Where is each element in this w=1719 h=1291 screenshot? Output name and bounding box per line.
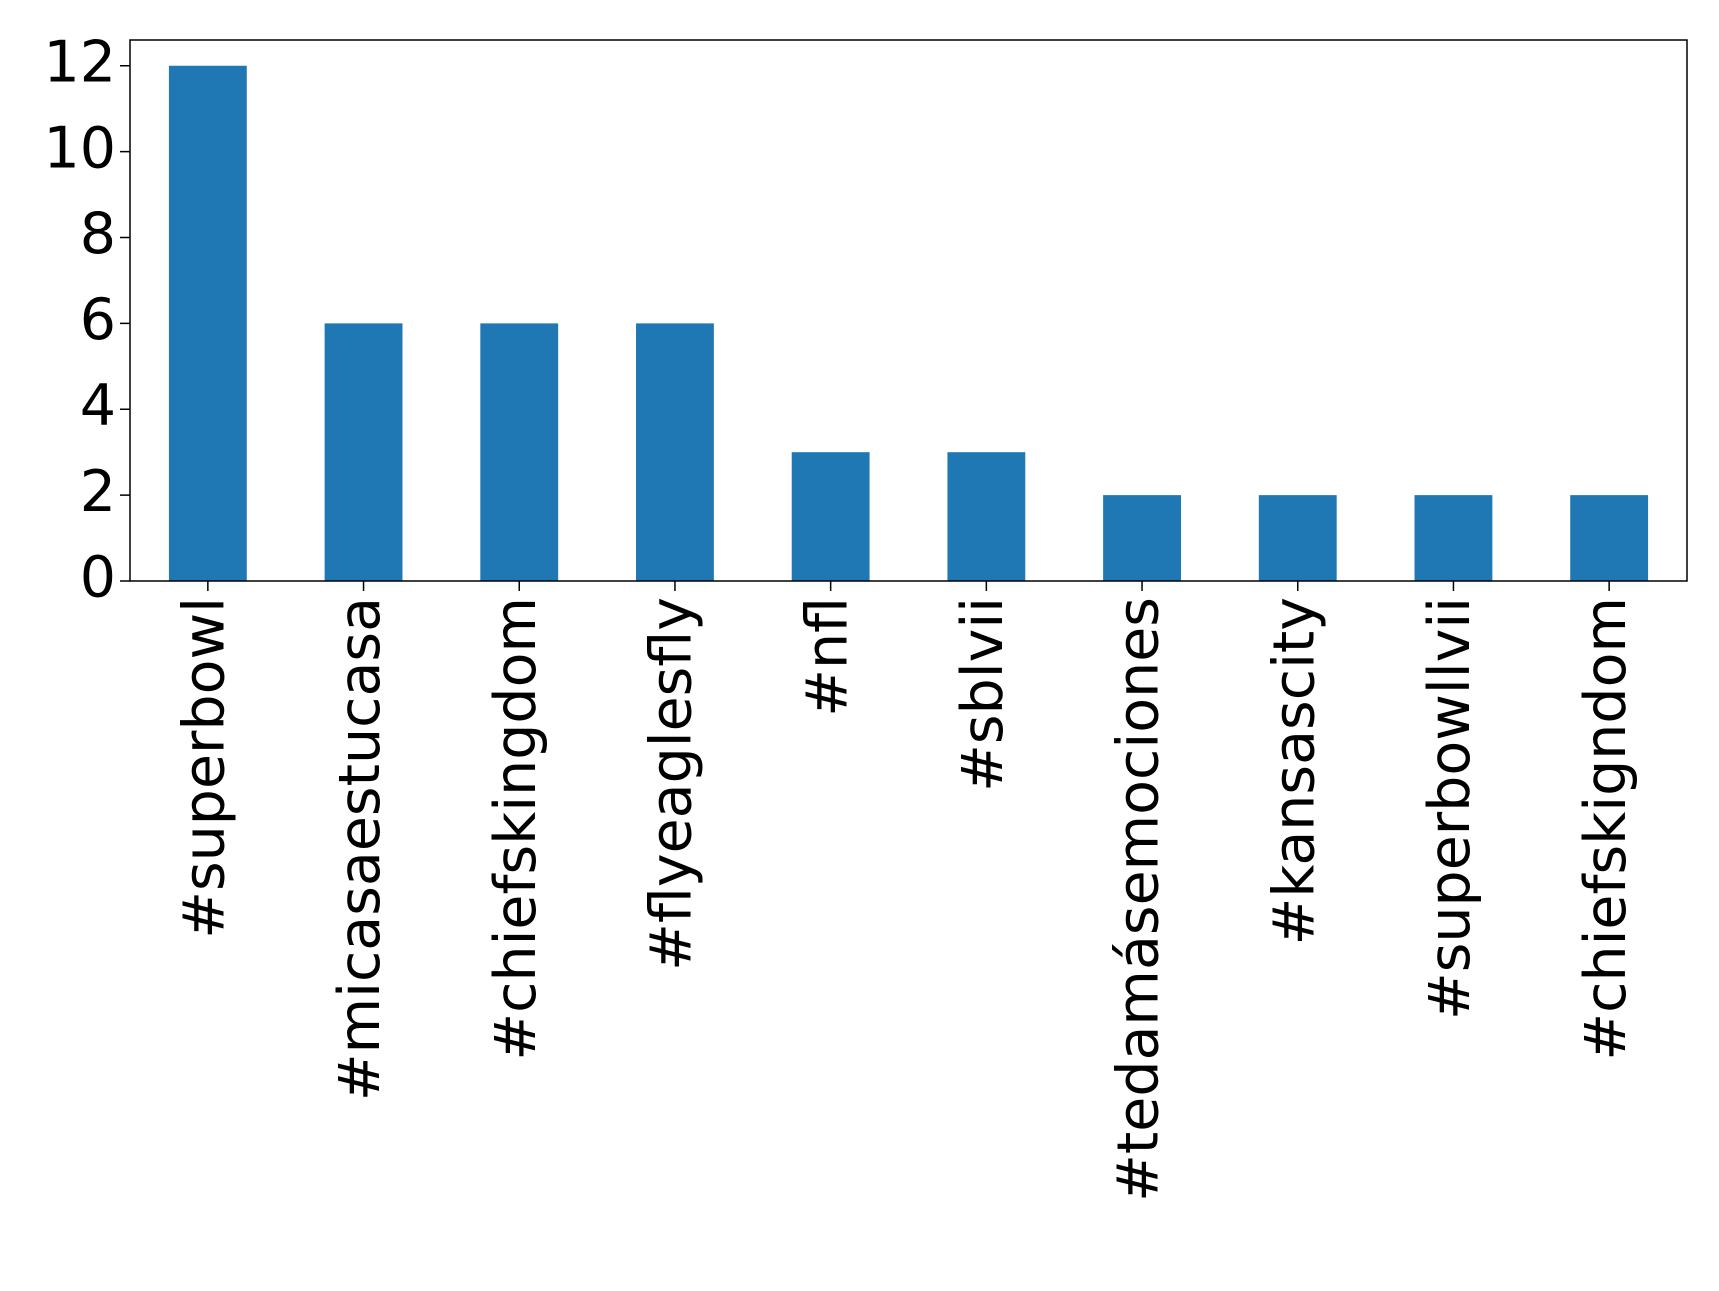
bar — [1103, 495, 1181, 581]
bar — [324, 323, 403, 581]
y-tick-label: 4 — [80, 373, 116, 439]
x-tick-label: #sblvii — [950, 597, 1016, 792]
x-tick-label: #flyeaglesfly — [639, 597, 705, 971]
y-tick-label: 2 — [80, 459, 116, 525]
bar — [480, 323, 559, 581]
bar — [168, 65, 247, 581]
bar — [636, 323, 714, 581]
bar — [791, 452, 870, 581]
x-tick-label: #superbowllvii — [1417, 597, 1483, 1020]
y-tick-label: 6 — [80, 287, 116, 353]
x-tick-label: #nfl — [794, 597, 860, 717]
x-tick-label: #chiefskingdom — [483, 597, 549, 1061]
plot-frame — [129, 39, 1688, 582]
y-tick-label: 8 — [80, 201, 116, 267]
x-tick-label: #tedamásemociones — [1106, 597, 1172, 1202]
x-tick-label: #kansascity — [1261, 597, 1327, 945]
y-tick-label: 0 — [80, 545, 116, 611]
bar — [1414, 495, 1493, 581]
x-tick-label: #superbowl — [171, 597, 237, 939]
bar — [1258, 495, 1337, 581]
bar — [1570, 495, 1649, 581]
bar — [947, 452, 1026, 581]
y-tick-label: 10 — [43, 115, 116, 181]
y-tick-label: 12 — [43, 29, 116, 95]
x-tick-label: #micasaestucasa — [327, 597, 393, 1101]
x-tick-label: #chiefskigndom — [1573, 597, 1639, 1061]
